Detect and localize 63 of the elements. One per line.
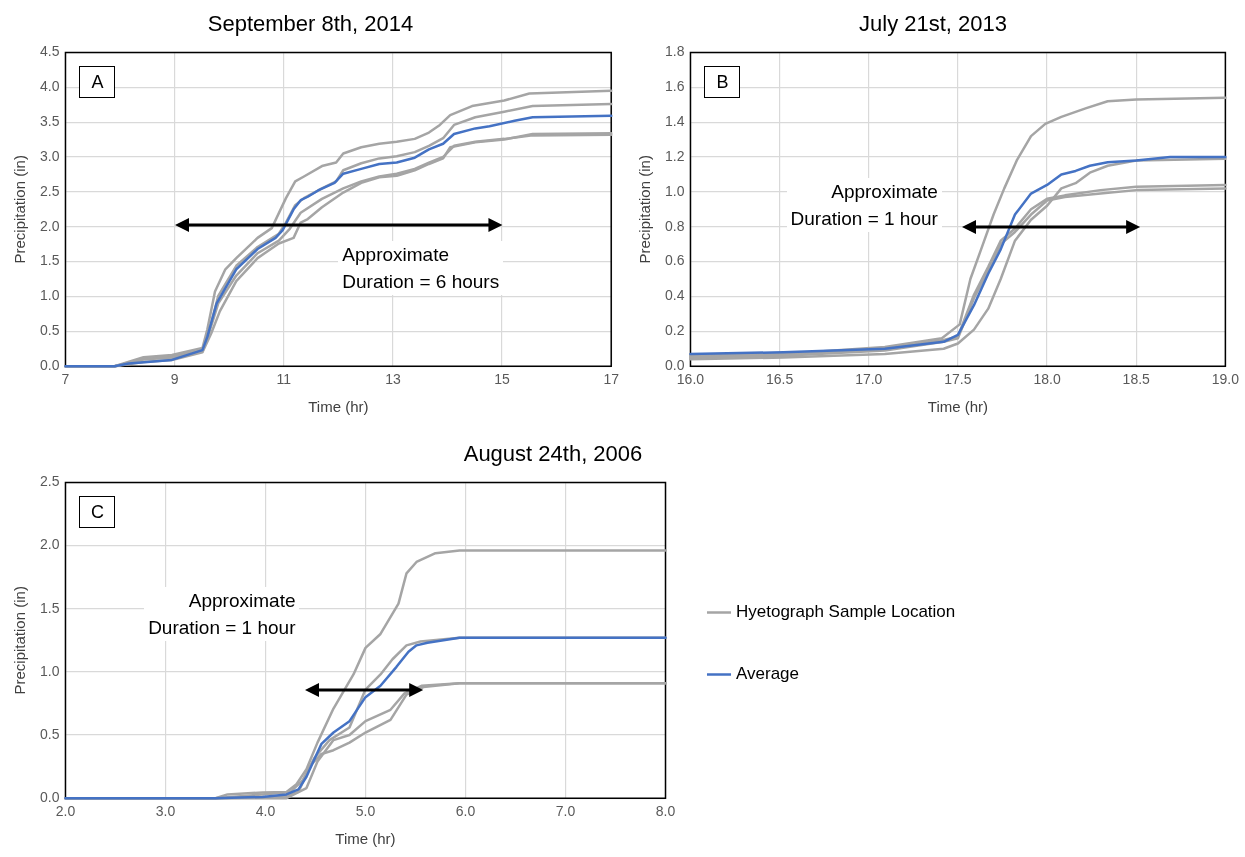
x-tick-label: 13 xyxy=(385,371,401,388)
y-tick-label: 2.5 xyxy=(39,473,60,490)
x-tick-label: 7 xyxy=(61,371,70,388)
x-tick-label: 4.0 xyxy=(255,803,276,820)
y-tick-label: 0.0 xyxy=(664,357,685,374)
y-tick-label: 1.5 xyxy=(39,252,60,269)
y-tick-label: 3.0 xyxy=(39,147,60,164)
x-tick-label: 9 xyxy=(170,371,179,388)
x-tick-label: 8.0 xyxy=(655,803,676,820)
y-axis-title: Precipitation (in) xyxy=(11,155,29,264)
y-tick-label: 0.5 xyxy=(39,725,60,742)
x-tick-label: 5.0 xyxy=(355,803,376,820)
annotation: Approximate Duration = 6 hours xyxy=(338,240,504,295)
y-tick-label: 2.0 xyxy=(39,536,60,553)
y-tick-label: 1.0 xyxy=(39,287,60,304)
y-tick-label: 1.5 xyxy=(39,599,60,616)
annotation: Approximate Duration = 1 hour xyxy=(144,586,300,641)
x-tick-label: 18.0 xyxy=(1033,371,1061,388)
y-tick-label: 1.0 xyxy=(664,182,685,199)
y-tick-label: 3.5 xyxy=(39,112,60,129)
y-tick-label: 1.0 xyxy=(39,662,60,679)
y-tick-label: 4.0 xyxy=(39,78,60,95)
x-tick-label: 17 xyxy=(603,371,620,388)
x-axis-title: Time (hr) xyxy=(335,830,396,848)
x-axis-title: Time (hr) xyxy=(308,398,369,416)
x-tick-label: 16.5 xyxy=(765,371,794,388)
y-tick-label: 4.5 xyxy=(39,43,60,60)
chart-title: July 21st, 2013 xyxy=(859,11,1007,37)
y-tick-label: 2.5 xyxy=(39,182,60,199)
y-tick-label: 0.6 xyxy=(664,252,685,269)
chart-title: September 8th, 2014 xyxy=(207,11,414,37)
y-tick-label: 0.0 xyxy=(39,789,60,806)
x-tick-label: 17.0 xyxy=(855,371,883,388)
legend-label: Average xyxy=(736,664,800,684)
y-tick-label: 2.0 xyxy=(39,217,60,234)
x-tick-label: 15 xyxy=(494,371,511,388)
annotation: B xyxy=(704,66,741,99)
annotation: A xyxy=(79,66,116,99)
x-tick-label: 2.0 xyxy=(55,803,76,820)
y-tick-label: 0.0 xyxy=(39,357,60,374)
x-tick-label: 7.0 xyxy=(555,803,576,820)
x-tick-label: 16.0 xyxy=(676,371,705,388)
y-tick-label: 1.8 xyxy=(664,43,685,60)
annotation: Approximate Duration = 1 hour xyxy=(786,177,942,232)
y-tick-label: 1.6 xyxy=(664,78,685,95)
legend-label: Hyetograph Sample Location xyxy=(736,602,956,622)
y-axis-title: Precipitation (in) xyxy=(636,155,654,264)
x-tick-label: 11 xyxy=(276,371,292,388)
x-tick-label: 18.5 xyxy=(1122,371,1151,388)
x-tick-label: 19.0 xyxy=(1211,371,1240,388)
y-tick-label: 0.4 xyxy=(664,287,685,304)
x-tick-label: 6.0 xyxy=(455,803,476,820)
y-tick-label: 1.2 xyxy=(664,147,685,164)
x-axis-title: Time (hr) xyxy=(927,398,989,416)
y-tick-label: 0.8 xyxy=(664,217,685,234)
x-tick-label: 17.5 xyxy=(944,371,972,388)
x-tick-label: 3.0 xyxy=(155,803,176,820)
annotation: C xyxy=(79,496,116,529)
y-tick-label: 0.2 xyxy=(664,322,685,339)
y-axis-title: Precipitation (in) xyxy=(11,586,29,695)
chart-title: August 24th, 2006 xyxy=(463,441,643,467)
y-tick-label: 1.4 xyxy=(664,112,685,129)
y-tick-label: 0.5 xyxy=(39,322,60,339)
